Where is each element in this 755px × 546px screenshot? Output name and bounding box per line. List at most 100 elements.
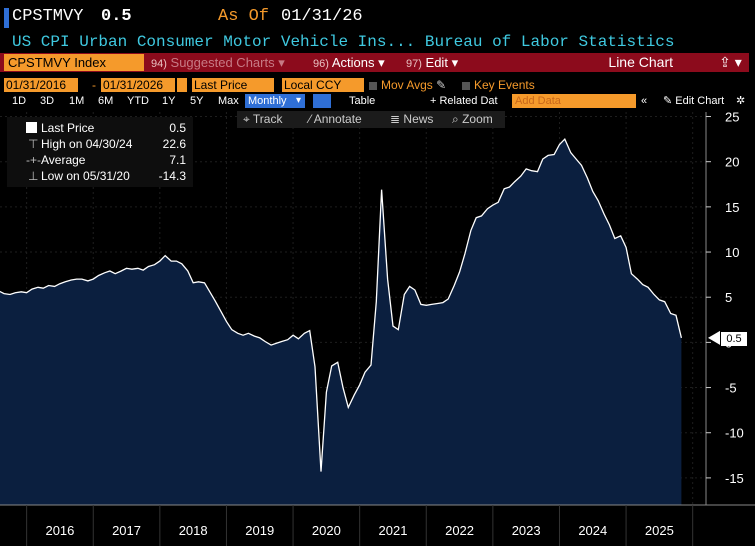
magnifier-icon: ⌕ (452, 112, 459, 126)
low-icon: ⊥ (28, 169, 39, 183)
period-max[interactable]: Max (218, 95, 239, 107)
ticker-symbol: CPSTMVY (12, 7, 84, 26)
legend-last-label: Last Price (41, 121, 95, 135)
period-3d[interactable]: 3D (40, 95, 55, 107)
y-tick-label: 15 (725, 200, 739, 215)
share-icon[interactable]: ⇪ ▾ (712, 53, 749, 72)
period-5y[interactable]: 5Y (190, 95, 204, 107)
chevron-down-icon: ▾ (451, 55, 459, 70)
chevron-down-icon: ▾ (296, 95, 302, 106)
start-date-input[interactable]: 01/31/2016 (4, 78, 78, 92)
track-label: Track (252, 112, 283, 126)
gear-icon[interactable]: ✲ (736, 95, 746, 107)
legend-high-value: 22.6 (162, 137, 186, 151)
add-data-input[interactable]: Add Data (512, 94, 636, 108)
mov-avgs-toggle[interactable]: Mov Avgs ✎ (369, 78, 446, 92)
x-tick-label: 2016 (45, 523, 74, 538)
suggested-label: Suggested Charts (170, 55, 275, 70)
last-price-tag: 0.5 (721, 332, 747, 346)
security-field[interactable]: CPSTMVY Index (4, 54, 144, 71)
period-1m[interactable]: 1M (69, 95, 85, 107)
edit-button[interactable]: 97) Edit ▾ (406, 54, 458, 71)
frequency-select[interactable]: Monthly (245, 94, 305, 108)
y-tick-label: -10 (725, 426, 744, 441)
edit-chart-button[interactable]: ✎ Edit Chart (663, 95, 725, 107)
period-1y[interactable]: 1Y (162, 95, 176, 107)
checkbox-icon (462, 81, 470, 90)
x-tick-label: 2023 (512, 523, 541, 538)
as-of-label: As Of (218, 7, 270, 26)
ticker-marker (4, 8, 9, 28)
legend-average-value: 7.1 (169, 153, 186, 167)
last-value: 0.5 (101, 7, 132, 26)
x-tick-labels: 2016 2017 2018 2019 2020 2021 2022 2023 2024 2025 (26, 505, 694, 546)
legend-last-value: 0.5 (169, 121, 186, 135)
line-chart-icon[interactable] (313, 94, 331, 108)
edit-label: Edit (425, 55, 448, 70)
pen-icon: ⁄ (309, 112, 312, 126)
toolbar (0, 53, 749, 72)
table-button[interactable]: Table (349, 95, 376, 107)
series-line (0, 137, 683, 472)
mov-avgs-label: Mov Avgs (381, 78, 433, 92)
legend-average-label: Average (41, 153, 86, 167)
x-tick-label: 2020 (312, 523, 341, 538)
date-separator: - (92, 78, 96, 92)
related-data-label: Related Dat (439, 95, 498, 107)
crosshair-icon: ⌖ (243, 112, 250, 126)
annotate-button[interactable]: ⁄ Annotate (309, 112, 362, 127)
y-tick-label: 10 (725, 245, 739, 260)
average-icon: -+- (26, 153, 41, 167)
price-field-select[interactable]: Last Price (192, 78, 274, 92)
x-tick-label: 2019 (245, 523, 274, 538)
x-tick-label: 2024 (578, 523, 607, 538)
actions-label: Actions (331, 55, 375, 70)
suggested-charts-button[interactable]: 94) Suggested Charts ▾ (151, 54, 285, 71)
news-icon: ≣ (390, 112, 401, 126)
actions-button[interactable]: 96) Actions ▾ (313, 54, 385, 71)
key-events-label: Key Events (474, 78, 535, 92)
period-6m[interactable]: 6M (98, 95, 114, 107)
related-data-button[interactable]: + Related Dat (430, 95, 498, 107)
period-1d[interactable]: 1D (12, 95, 27, 107)
chart-type-label[interactable]: Line Chart (608, 54, 673, 70)
period-ytd[interactable]: YTD (127, 95, 149, 107)
actions-number: 96) (313, 58, 329, 70)
checkbox-icon (369, 81, 377, 90)
as-of-date: 01/31/26 (281, 7, 363, 26)
chevron-down-icon: ▾ (378, 55, 385, 70)
series-swatch-icon (26, 122, 37, 133)
track-button[interactable]: ⌖ Track (243, 112, 282, 127)
y-tick-label: -15 (725, 471, 744, 486)
currency-select[interactable]: Local CCY (282, 78, 364, 92)
legend-high-label: High on 04/30/24 (41, 137, 133, 151)
collapse-icon[interactable]: « (641, 95, 648, 107)
last-price-arrow (708, 330, 720, 345)
suggested-number: 94) (151, 58, 167, 70)
calendar-icon[interactable] (177, 78, 187, 92)
legend-low-label: Low on 05/31/20 (41, 169, 130, 183)
news-button[interactable]: ≣ News (390, 112, 433, 127)
high-icon: ⊤ (28, 137, 39, 151)
y-tick-label: -5 (725, 381, 737, 396)
legend (7, 117, 193, 187)
edit-number: 97) (406, 58, 422, 70)
x-tick-label: 2021 (379, 523, 408, 538)
chevron-down-icon: ▾ (278, 55, 285, 70)
zoom-button[interactable]: ⌕ Zoom (452, 112, 493, 127)
x-tick-label: 2022 (445, 523, 474, 538)
key-events-toggle[interactable]: Key Events (462, 78, 535, 92)
security-description: US CPI Urban Consumer Motor Vehicle Ins.… (12, 33, 675, 51)
zoom-label: Zoom (462, 112, 493, 126)
x-tick-label: 2017 (112, 523, 141, 538)
x-tick-label: 2025 (645, 523, 674, 538)
x-tick-label: 2018 (179, 523, 208, 538)
y-tick-label: 25 (725, 110, 739, 125)
edit-chart-label: Edit Chart (675, 95, 725, 107)
chart-tools-bar (237, 111, 505, 128)
end-date-input[interactable]: 01/31/2026 (101, 78, 175, 92)
y-tick-labels: 2520151050-5-10-15 (706, 110, 744, 486)
legend-low-value: -14.3 (158, 169, 186, 183)
y-tick-label: 5 (725, 290, 732, 305)
